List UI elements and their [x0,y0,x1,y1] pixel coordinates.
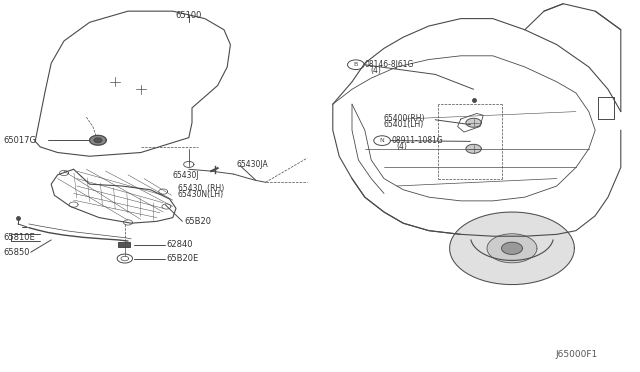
Text: 65100: 65100 [175,12,202,20]
Bar [118,242,130,247]
Polygon shape [90,135,106,145]
Text: 65430  (RH): 65430 (RH) [178,185,224,193]
Text: 65B20: 65B20 [184,217,211,226]
Polygon shape [466,118,481,127]
Text: 65430J: 65430J [173,171,200,180]
Text: (4): (4) [397,142,408,151]
Text: B: B [354,62,358,67]
Text: 62840: 62840 [166,240,193,249]
Polygon shape [450,212,575,285]
Text: 65017G: 65017G [3,136,36,145]
Text: 65400(RH): 65400(RH) [384,114,426,123]
Text: 65430JA: 65430JA [237,160,269,169]
Polygon shape [117,254,132,263]
Text: 65810E: 65810E [3,233,35,242]
Text: J65000F1: J65000F1 [556,350,598,359]
Text: 08911-1081G: 08911-1081G [392,136,444,145]
Text: 65430N(LH): 65430N(LH) [178,190,224,199]
Text: N: N [380,138,385,143]
Text: 08146-8J61G: 08146-8J61G [365,60,414,69]
Text: 65850: 65850 [3,248,29,257]
Polygon shape [502,242,522,254]
Text: (4): (4) [370,66,381,75]
Text: 65B20E: 65B20E [166,254,198,263]
Polygon shape [487,234,537,263]
Polygon shape [466,144,481,153]
Text: 65401(LH): 65401(LH) [384,120,424,129]
Polygon shape [94,138,102,142]
